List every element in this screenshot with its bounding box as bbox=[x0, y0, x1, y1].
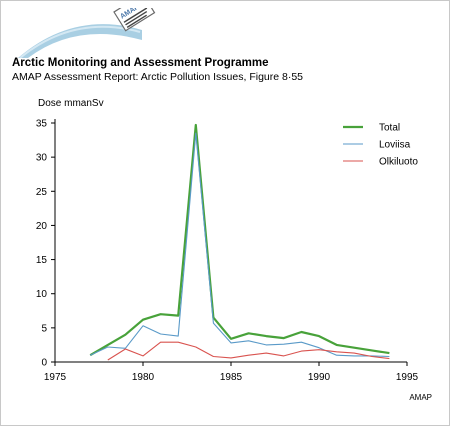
y-tick-label: 10 bbox=[36, 289, 48, 300]
x-tick-label: 1995 bbox=[396, 372, 419, 383]
series-line-total bbox=[89, 123, 390, 357]
org-title: Arctic Monitoring and Assessment Program… bbox=[12, 57, 269, 69]
y-tick-label: 20 bbox=[36, 221, 48, 232]
y-tick-label: 15 bbox=[36, 255, 48, 266]
x-tick-label: 1980 bbox=[132, 372, 155, 383]
logo-arc bbox=[18, 24, 142, 58]
series-line-olkiluoto bbox=[107, 341, 390, 361]
y-tick-label: 35 bbox=[36, 119, 48, 130]
y-tick-label: 25 bbox=[36, 187, 48, 198]
y-tick-label: 5 bbox=[41, 323, 47, 334]
y-axis-label: Dose mmanSv bbox=[38, 98, 104, 109]
series-line-loviisa bbox=[89, 132, 390, 358]
amap-logo: AMAP bbox=[18, 8, 156, 58]
footer-credit: AMAP bbox=[409, 393, 432, 402]
chart-axes: Dose mmanSv 0 5 10 15 20 25 30 35 1975 1980 1985 199… bbox=[36, 98, 419, 383]
chart-legend: Total Loviisa Olkiluoto bbox=[343, 123, 418, 168]
x-tick-label: 1985 bbox=[220, 372, 243, 383]
legend-label-loviisa: Loviisa bbox=[379, 140, 411, 151]
chart-series bbox=[89, 123, 390, 361]
logo-flag: AMAP bbox=[113, 8, 156, 32]
legend-label-total: Total bbox=[379, 123, 400, 134]
x-tick-label: 1990 bbox=[308, 372, 331, 383]
legend-label-olkiluoto: Olkiluoto bbox=[379, 157, 418, 168]
y-tick-label: 0 bbox=[41, 358, 47, 369]
y-tick-label: 30 bbox=[36, 153, 48, 164]
x-tick-label: 1975 bbox=[44, 372, 67, 383]
report-title: AMAP Assessment Report: Arctic Pollution… bbox=[12, 71, 304, 83]
